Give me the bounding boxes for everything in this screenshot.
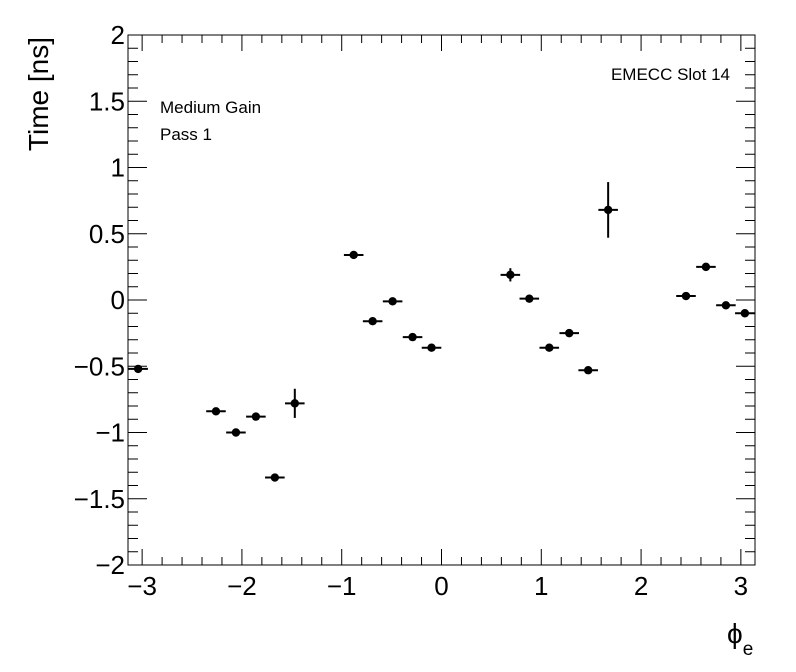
x-tick-label: 2	[634, 571, 648, 601]
data-point	[402, 332, 423, 342]
y-tick-label: 1	[111, 153, 125, 183]
y-tick-label: 2	[111, 20, 125, 50]
data-point	[519, 294, 540, 303]
y-tick-label: 1.5	[89, 86, 125, 116]
y-tick-label: −1.5	[74, 484, 125, 514]
x-tick-label: −1	[327, 571, 357, 601]
annotation-pass: Pass 1	[160, 125, 212, 144]
data-point	[206, 407, 226, 416]
point-marker	[133, 364, 143, 374]
data-point	[735, 309, 755, 318]
data-point	[343, 250, 364, 260]
data-point	[676, 291, 696, 301]
data-point	[285, 388, 305, 418]
point-marker	[740, 309, 750, 318]
point-marker	[721, 301, 731, 310]
point-marker	[525, 294, 534, 303]
point-marker	[368, 317, 377, 326]
data-point	[578, 366, 598, 375]
point-marker	[211, 407, 221, 416]
point-marker	[427, 343, 436, 352]
x-tick-label: −2	[227, 571, 257, 601]
point-marker	[231, 428, 241, 437]
x-tick-label: 0	[434, 571, 448, 601]
point-marker	[583, 366, 593, 375]
data-point	[421, 343, 442, 352]
y-tick-label: −1	[95, 418, 125, 448]
annotation-gain: Medium Gain	[160, 98, 261, 117]
data-point	[382, 297, 403, 306]
data-point	[226, 428, 246, 437]
tick-labels: −3 −2 −1 0 1 2 3−2−1.5−1−0.500.511.52	[74, 20, 748, 601]
y-tick-label: −0.5	[74, 351, 125, 381]
point-marker	[388, 297, 397, 306]
data-point	[246, 412, 266, 421]
data-point	[128, 364, 148, 374]
annotation-slot: EMECC Slot 14	[611, 65, 730, 84]
x-axis-title-subscript: e	[743, 639, 754, 660]
y-tick-label: 0.5	[89, 219, 125, 249]
data-point	[696, 262, 716, 272]
point-marker	[349, 250, 358, 260]
point-marker	[506, 270, 515, 280]
point-marker	[603, 205, 613, 215]
data-point	[539, 343, 560, 352]
data-point	[265, 473, 285, 482]
point-marker	[290, 399, 300, 408]
y-tick-label: 0	[111, 285, 125, 315]
x-axis-title-main: ϕ	[727, 618, 743, 649]
point-marker	[681, 291, 691, 301]
point-marker	[408, 332, 417, 342]
y-tick-label: −2	[95, 550, 125, 580]
data-point	[559, 328, 580, 338]
point-marker	[545, 343, 554, 352]
point-marker	[701, 262, 711, 272]
data-point	[716, 301, 736, 310]
axis-ticks	[128, 34, 755, 566]
point-marker	[270, 473, 280, 482]
point-marker	[251, 412, 261, 421]
data-point	[500, 268, 521, 282]
data-points	[128, 182, 755, 482]
x-tick-label: −3	[127, 571, 157, 601]
data-point	[362, 317, 383, 326]
y-axis-title: Time [ns]	[23, 37, 54, 151]
x-tick-label: 3	[734, 571, 748, 601]
data-point	[598, 182, 618, 238]
x-axis-title: ϕe	[727, 618, 753, 660]
point-marker	[565, 328, 574, 338]
x-tick-label: 1	[534, 571, 548, 601]
